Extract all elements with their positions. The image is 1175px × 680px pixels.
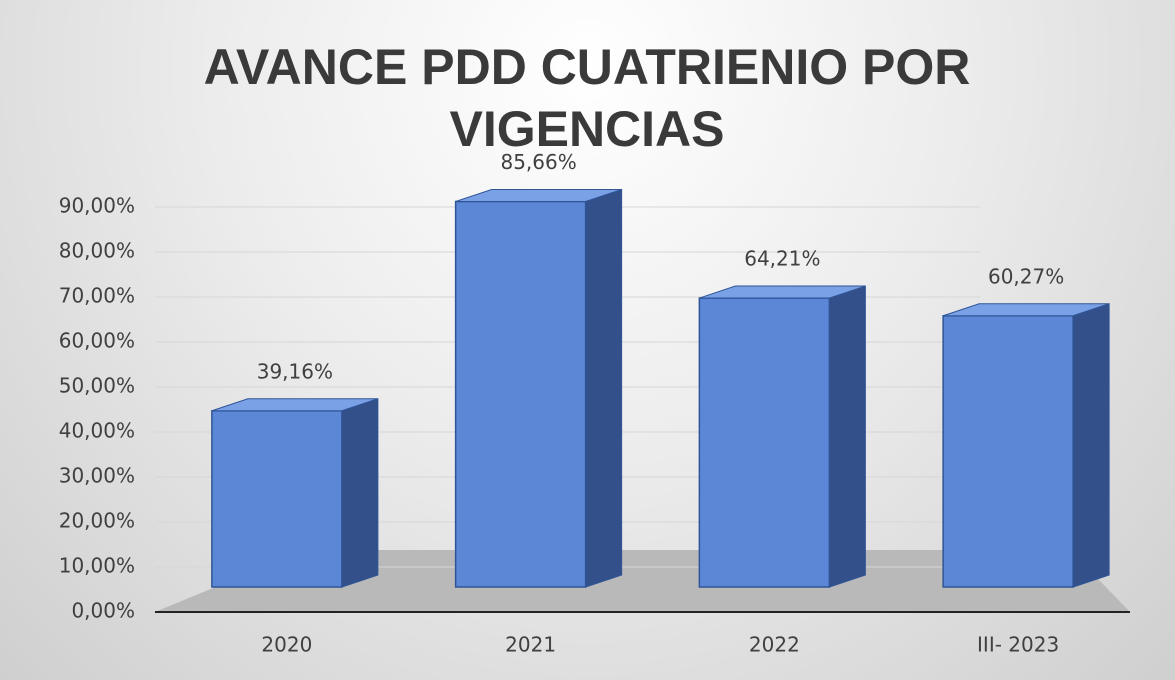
bar xyxy=(454,200,587,588)
bar xyxy=(942,315,1074,588)
floor xyxy=(155,550,1130,612)
bar-side xyxy=(585,188,623,588)
y-tick-label: 80,00% xyxy=(59,239,135,263)
y-tick-label: 10,00% xyxy=(59,554,135,578)
y-tick-label: 0,00% xyxy=(71,599,135,623)
y-tick-label: 90,00% xyxy=(59,194,135,218)
bar-top xyxy=(699,285,866,299)
bar-top xyxy=(942,303,1110,317)
bar-top xyxy=(455,189,622,203)
data-label: 60,27% xyxy=(988,264,1064,288)
chart-title: AVANCE PDD CUATRIENIO POR VIGENCIAS xyxy=(203,39,971,157)
data-label: 39,16% xyxy=(257,359,333,383)
data-label: 85,66% xyxy=(500,150,576,174)
x-tick-label: III- 2023 xyxy=(977,633,1059,657)
bar-side xyxy=(828,285,866,588)
bar-side xyxy=(341,398,379,588)
y-tick-label: 40,00% xyxy=(59,419,135,443)
bar xyxy=(698,297,831,588)
y-tick-label: 60,00% xyxy=(59,329,135,353)
bar-side xyxy=(1072,303,1110,588)
y-tick-label: 50,00% xyxy=(59,374,135,398)
data-label: 64,21% xyxy=(744,247,820,271)
y-tick-label: 70,00% xyxy=(59,284,135,308)
x-tick-label: 2022 xyxy=(749,633,800,657)
bar-top xyxy=(211,398,379,412)
y-tick-label: 30,00% xyxy=(59,464,135,488)
bar xyxy=(211,410,343,588)
x-tick-label: 2020 xyxy=(261,633,312,657)
x-tick-label: 2021 xyxy=(505,633,556,657)
y-tick-label: 20,00% xyxy=(59,509,135,533)
